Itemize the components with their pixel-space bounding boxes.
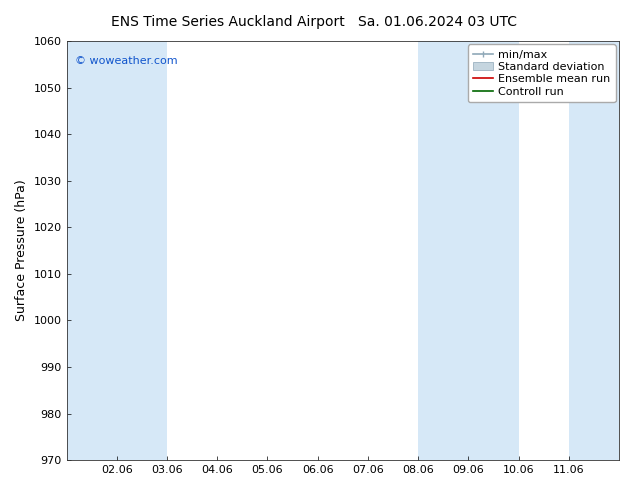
Text: © woweather.com: © woweather.com: [75, 56, 178, 66]
Bar: [67, 41, 117, 460]
Text: ENS Time Series Auckland Airport: ENS Time Series Auckland Airport: [112, 15, 345, 29]
Bar: [418, 41, 469, 460]
Y-axis label: Surface Pressure (hPa): Surface Pressure (hPa): [15, 180, 28, 321]
Bar: [469, 41, 519, 460]
Text: Sa. 01.06.2024 03 UTC: Sa. 01.06.2024 03 UTC: [358, 15, 517, 29]
Bar: [569, 41, 619, 460]
Bar: [117, 41, 167, 460]
Legend: min/max, Standard deviation, Ensemble mean run, Controll run: min/max, Standard deviation, Ensemble me…: [468, 45, 616, 102]
